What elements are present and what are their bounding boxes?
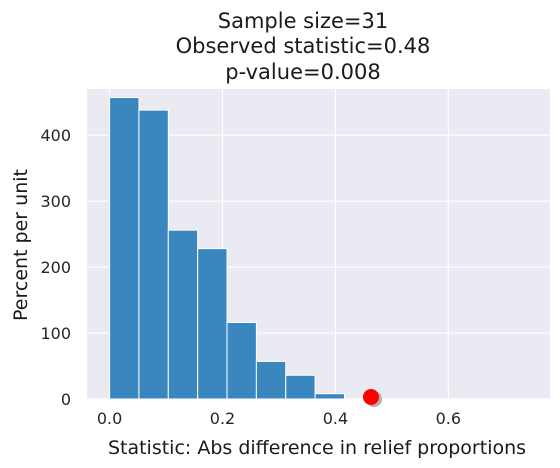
- histogram-bar-7: [314, 393, 345, 400]
- histogram-bar-3: [197, 248, 228, 400]
- histogram-bar-5: [255, 360, 287, 400]
- chart-title-line-3: p-value=0.008: [225, 60, 380, 84]
- chart-title-line-2: Observed statistic=0.48: [176, 34, 431, 58]
- y-tick-label-2: 200: [40, 258, 71, 277]
- y-tick-label-3: 300: [40, 192, 71, 211]
- x-tick-label-0: 0.0: [97, 409, 122, 428]
- x-tick-label-2: 0.4: [323, 409, 348, 428]
- observed-statistic-marker: [363, 389, 380, 405]
- x-axis-label: Statistic: Abs difference in relief prop…: [108, 437, 526, 459]
- y-axis-ticks: 0 100 200 300 400: [40, 126, 71, 409]
- histogram-bar-0: [109, 97, 140, 400]
- y-tick-label-4: 400: [40, 126, 71, 145]
- histogram-bar-1: [138, 109, 169, 400]
- chart-title-line-1: Sample size=31: [218, 9, 388, 33]
- y-tick-label-1: 100: [40, 324, 71, 343]
- histogram-bar-4: [226, 321, 257, 400]
- x-axis-ticks: 0.0 0.2 0.4 0.6: [97, 409, 461, 428]
- y-tick-label-0: 0: [61, 390, 71, 409]
- histogram-bar-6: [285, 374, 316, 400]
- x-tick-label-1: 0.2: [210, 409, 235, 428]
- histogram-bars: [109, 97, 345, 400]
- x-tick-label-3: 0.6: [436, 409, 461, 428]
- observed-statistic-overlay: [363, 389, 383, 407]
- histogram-bar-2: [167, 229, 199, 400]
- y-axis-label: Percent per unit: [10, 169, 32, 321]
